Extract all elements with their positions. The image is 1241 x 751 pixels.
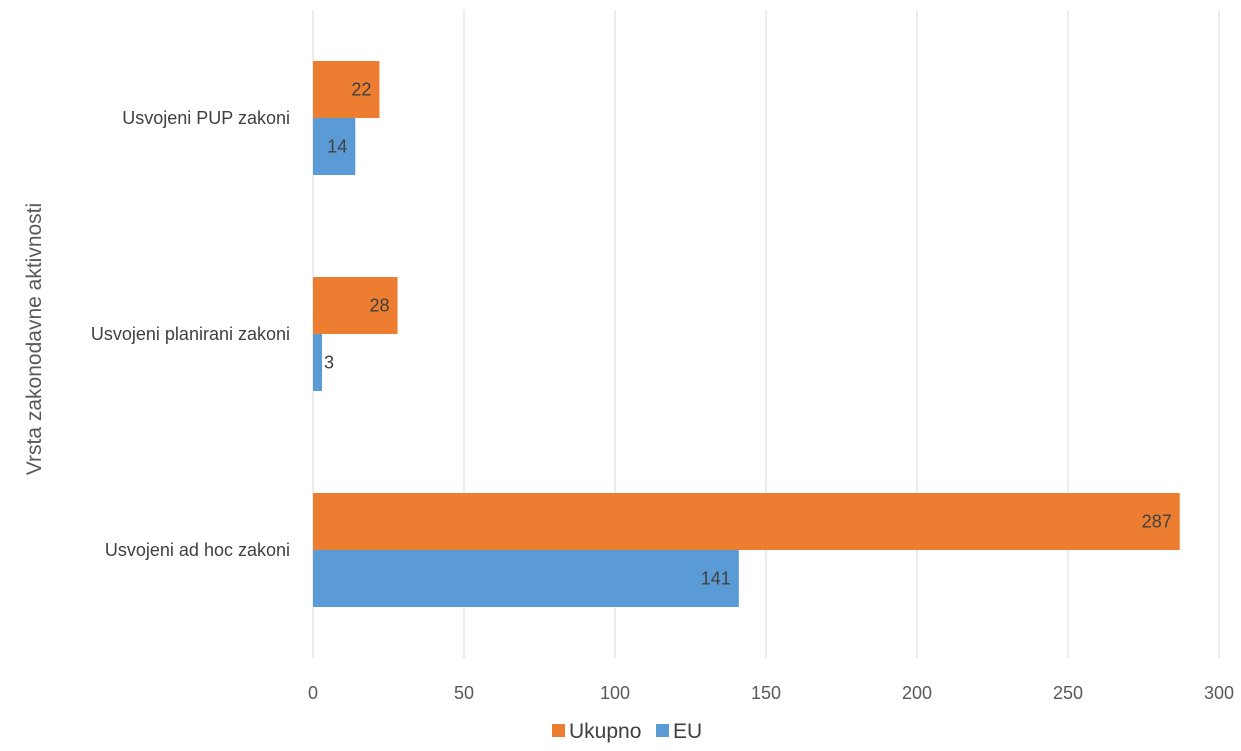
x-tick-label: 250 bbox=[1053, 683, 1083, 703]
x-tick-label: 300 bbox=[1204, 683, 1234, 703]
bar-eu-1 bbox=[313, 334, 323, 391]
data-label: 287 bbox=[1142, 512, 1172, 532]
y-axis-categories: Usvojeni PUP zakoni Usvojeni planirani za… bbox=[91, 108, 290, 560]
bar-ukupno-2 bbox=[313, 493, 1180, 550]
data-label: 3 bbox=[324, 353, 334, 373]
category-label: Usvojeni PUP zakoni bbox=[122, 108, 290, 128]
x-axis-ticks: 0 50 100 150 200 250 300 bbox=[308, 683, 1234, 703]
bars: 22 14 28 3 287 141 bbox=[313, 61, 1180, 607]
category-label: Usvojeni planirani zakoni bbox=[91, 324, 290, 344]
category-label: Usvojeni ad hoc zakoni bbox=[105, 540, 290, 560]
x-tick-label: 0 bbox=[308, 683, 318, 703]
bar-eu-0 bbox=[313, 118, 356, 175]
legend-label: EU bbox=[673, 720, 702, 743]
legend: Ukupno EU bbox=[552, 720, 702, 743]
legend-label: Ukupno bbox=[569, 720, 641, 743]
bar-eu-2 bbox=[313, 550, 739, 607]
data-label: 28 bbox=[370, 296, 390, 316]
bar-ukupno-0 bbox=[313, 61, 380, 118]
data-label: 14 bbox=[327, 137, 347, 157]
data-label: 141 bbox=[701, 569, 731, 589]
legend-swatch-eu bbox=[656, 724, 669, 737]
bar-ukupno-1 bbox=[313, 277, 398, 334]
y-axis-title: Vrsta zakonodavne aktivnosti bbox=[23, 203, 46, 475]
data-label: 22 bbox=[351, 80, 371, 100]
x-tick-label: 50 bbox=[454, 683, 474, 703]
gridlines bbox=[312, 10, 1220, 658]
x-tick-label: 200 bbox=[902, 683, 932, 703]
x-tick-label: 100 bbox=[600, 683, 630, 703]
x-tick-label: 150 bbox=[751, 683, 781, 703]
legend-swatch-ukupno bbox=[552, 724, 565, 737]
